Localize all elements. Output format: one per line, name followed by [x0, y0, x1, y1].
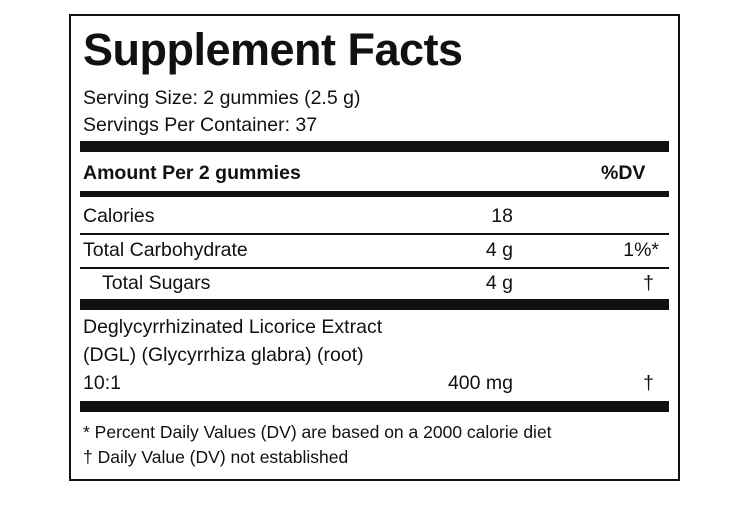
ingredient-name-line1: Deglycyrrhizinated Licorice Extract: [83, 316, 383, 338]
row-divider: [80, 233, 669, 235]
footnote-percent-dv: * Percent Daily Values (DV) are based on…: [83, 422, 552, 442]
medium-divider: [80, 191, 669, 197]
row-total-carbohydrate-name: Total Carbohydrate: [83, 239, 248, 261]
thick-divider: [80, 141, 669, 152]
ingredient-amount: 400 mg: [447, 372, 513, 394]
supplement-facts-panel: Supplement Facts Serving Size: 2 gummies…: [69, 14, 680, 481]
serving-size: Serving Size: 2 gummies (2.5 g): [83, 87, 361, 109]
row-calories-name: Calories: [83, 205, 155, 227]
dv-header: %DV: [601, 162, 646, 184]
row-total-carbohydrate-amount: 4 g: [485, 239, 513, 261]
row-total-sugars-dv: †: [643, 272, 654, 294]
row-calories-amount: 18: [491, 205, 513, 227]
ingredient-dv: †: [643, 372, 654, 394]
thick-divider: [80, 299, 669, 310]
row-divider: [80, 267, 669, 269]
row-total-sugars-name: Total Sugars: [102, 272, 211, 294]
thick-divider: [80, 401, 669, 412]
footnote-dagger: † Daily Value (DV) not established: [83, 447, 349, 467]
amount-per-label: Amount Per 2 gummies: [83, 162, 301, 184]
row-total-carbohydrate-dv: 1%*: [623, 239, 659, 261]
ingredient-name-line3: 10:1: [83, 372, 121, 394]
row-total-sugars-amount: 4 g: [485, 272, 513, 294]
ingredient-name-line2: (DGL) (Glycyrrhiza glabra) (root): [83, 344, 364, 366]
panel-title: Supplement Facts: [83, 24, 463, 75]
servings-per-container: Servings Per Container: 37: [83, 114, 318, 136]
